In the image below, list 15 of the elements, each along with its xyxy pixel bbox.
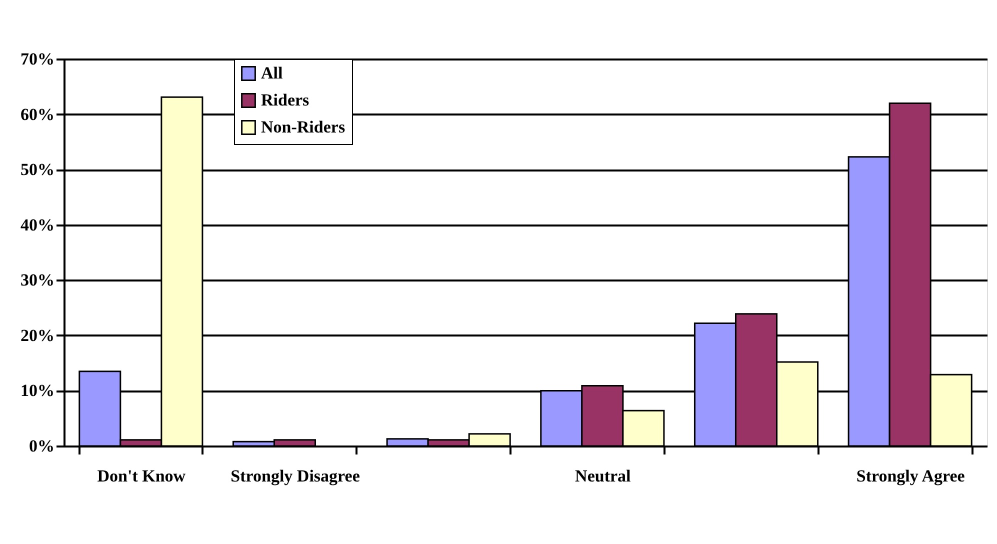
x-tick-label: Neutral [575,466,632,486]
legend-label: Non-Riders [261,118,346,136]
y-tick-label: 20% [20,326,54,345]
legend-label: Riders [261,90,310,110]
y-tick-label: 40% [20,215,54,234]
y-tick-label: 70% [20,50,54,68]
x-tick-label: Strongly Disagree [230,466,360,486]
x-tick-label: Strongly Agree [856,466,966,486]
y-tick-label: 0% [29,436,54,456]
x-tick-label: Don't Know [97,466,186,486]
y-tick-label: 60% [20,104,54,124]
legend-label: All [261,64,283,82]
y-tick-label: 30% [20,270,54,290]
y-tick-label: 10% [20,381,54,400]
y-tick-label: 50% [20,160,54,180]
